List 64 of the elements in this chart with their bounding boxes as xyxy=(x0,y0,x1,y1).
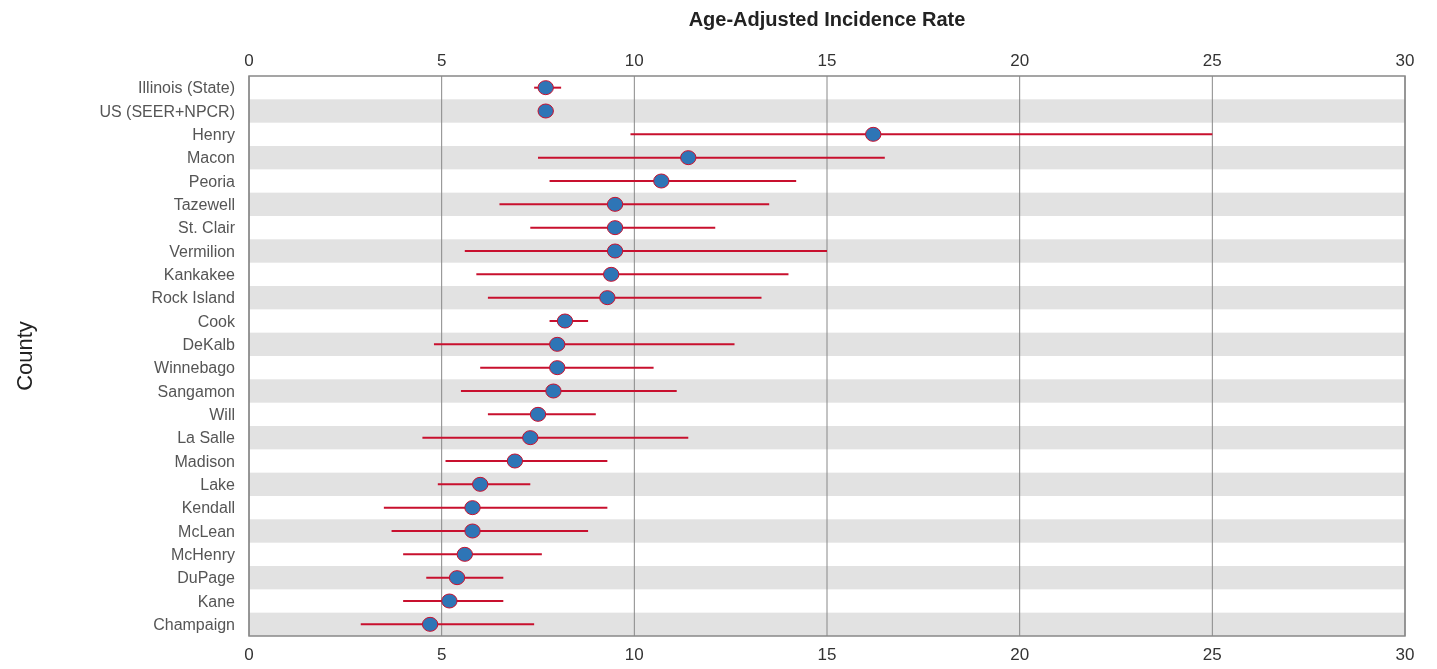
point xyxy=(537,103,554,119)
point xyxy=(464,523,481,539)
x2-tick-label: 25 xyxy=(1202,645,1222,664)
x2-tick-label: 20 xyxy=(1010,645,1030,664)
y-tick-label: La Salle xyxy=(177,429,236,447)
x2-tick-label: 0 xyxy=(244,645,254,664)
y-tick-label: DeKalb xyxy=(182,335,236,353)
point xyxy=(680,150,697,166)
point xyxy=(472,476,489,492)
point xyxy=(606,220,624,236)
point xyxy=(456,546,473,562)
point xyxy=(603,266,620,282)
point xyxy=(653,173,670,189)
y-tick-label: Kankakee xyxy=(163,265,236,283)
y-tick-label: Cook xyxy=(197,312,236,330)
y-tick-label: Peoria xyxy=(188,172,236,190)
x2-tick-label: 10 xyxy=(624,645,644,664)
point xyxy=(606,243,624,259)
y-tick-label: Winnebago xyxy=(154,359,236,377)
point xyxy=(606,196,624,212)
y-axis-title: County xyxy=(12,321,37,391)
point xyxy=(506,453,524,469)
x-tick-label: 20 xyxy=(1010,51,1030,70)
point xyxy=(448,570,466,586)
x-tick-label: 5 xyxy=(436,51,447,70)
y-tick-label: Kendall xyxy=(181,499,235,517)
point xyxy=(529,406,547,422)
y-tick-label: US (SEER+NPCR) xyxy=(99,102,235,120)
point xyxy=(464,500,481,516)
y-tick-label: Macon xyxy=(186,149,235,167)
point xyxy=(556,313,574,329)
x2-tick-label: 30 xyxy=(1395,645,1415,664)
y-tick-label: McLean xyxy=(178,522,235,540)
x-tick-label: 10 xyxy=(624,51,644,70)
point xyxy=(537,80,554,96)
y-tick-label: Madison xyxy=(174,452,235,470)
y-tick-label: Will xyxy=(209,405,235,423)
x-tick-label: 0 xyxy=(244,51,254,70)
point xyxy=(549,360,566,376)
x2-tick-label: 5 xyxy=(436,645,447,664)
y-tick-label: Tazewell xyxy=(173,195,235,213)
x-tick-label: 30 xyxy=(1395,51,1415,70)
y-tick-label: Kane xyxy=(197,592,236,610)
point xyxy=(441,593,458,609)
x2-axis-title: Age-Adjusted Incidence Rate xyxy=(688,8,966,30)
y-tick-label: St. Clair xyxy=(178,219,236,237)
y-tick-label: Sangamon xyxy=(157,382,235,400)
point xyxy=(865,126,882,142)
y-tick-label: Vermilion xyxy=(169,242,235,260)
y-tick-label: Rock Island xyxy=(151,289,235,307)
point xyxy=(549,336,566,352)
point xyxy=(599,290,616,306)
x2-tick-label: 15 xyxy=(817,645,837,664)
point xyxy=(421,616,439,632)
y-tick-label: Champaign xyxy=(153,615,235,633)
y-tick-label: DuPage xyxy=(177,569,236,587)
point xyxy=(522,430,539,446)
x-tick-label: 25 xyxy=(1202,51,1222,70)
x-tick-label: 15 xyxy=(817,51,837,70)
y-tick-label: Illinois (State) xyxy=(138,79,235,97)
point xyxy=(545,383,562,399)
y-tick-label: Henry xyxy=(192,125,235,143)
y-tick-label: McHenry xyxy=(170,545,235,563)
y-tick-label: Lake xyxy=(200,475,236,493)
